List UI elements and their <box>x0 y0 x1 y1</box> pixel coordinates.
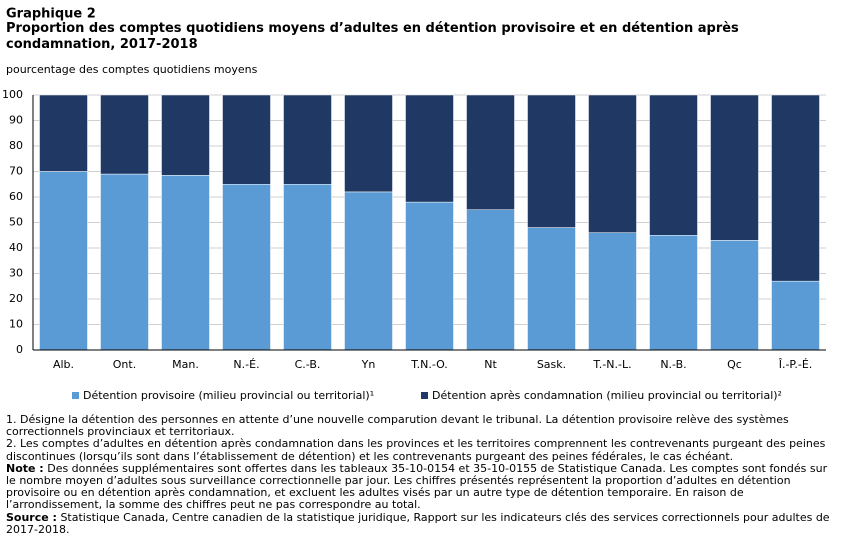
x-tick-label: N.-B. <box>660 358 686 371</box>
y-tick-label: 50 <box>9 216 23 229</box>
bar-segment <box>466 209 515 351</box>
bar-segment <box>161 175 210 351</box>
y-tick-label: 0 <box>16 343 23 356</box>
bar-segment <box>405 201 454 351</box>
bar-segment <box>39 94 88 172</box>
x-tick-label: Yn <box>361 358 376 371</box>
chart-label: Graphique 2 <box>6 7 96 22</box>
x-tick-label: Man. <box>172 358 199 371</box>
x-tick-label: Sask. <box>537 358 566 371</box>
y-tick-label: 70 <box>9 165 23 178</box>
y-tick-label: 90 <box>9 114 23 127</box>
legend-swatch <box>72 392 79 399</box>
x-tick-label: T.N.-O. <box>410 358 448 371</box>
bar-segment <box>161 94 210 176</box>
title-box: Proportion des comptes quotidiens moyens… <box>6 21 739 52</box>
y-tick-label: 80 <box>9 139 23 152</box>
bar-segment <box>588 94 637 233</box>
bar-segment <box>649 94 698 236</box>
x-tick-label: Nt <box>484 358 497 371</box>
y-tick-label: 30 <box>9 267 23 280</box>
legend-label: Détention après condamnation (milieu pro… <box>432 389 782 402</box>
y-tick-label: 60 <box>9 190 23 203</box>
bar-segment <box>222 94 271 185</box>
x-tick-label: C.-B. <box>295 358 321 371</box>
y-tick-label: 20 <box>9 292 23 305</box>
bar-segment <box>405 94 454 203</box>
y-tick-label: 10 <box>9 318 23 331</box>
legend-label: Détention provisoire (milieu provincial … <box>83 389 374 402</box>
footnote: 2. Les comptes d’adultes en détention ap… <box>6 437 826 463</box>
x-tick-label: Î.-P.-É. <box>778 358 813 371</box>
bar-segment <box>344 191 393 351</box>
bar-segment <box>527 94 576 228</box>
y-tick-label: 100 <box>2 88 23 101</box>
bar-segment <box>527 227 576 351</box>
bar-segment <box>283 184 332 351</box>
note-label: Note : <box>6 461 44 475</box>
bar-segment <box>222 184 271 351</box>
y-tick-label: 40 <box>9 241 23 254</box>
y-axis-label: pourcentage des comptes quotidiens moyen… <box>6 63 258 76</box>
chart: Graphique 2 Proportion des comptes quoti… <box>2 7 826 402</box>
x-tick-label: Qc <box>727 358 742 371</box>
bar-segment <box>39 171 88 351</box>
source-label: Source : <box>6 510 57 524</box>
note: Note : Des données supplémentaires sont … <box>6 461 836 512</box>
x-tick-label: Alb. <box>53 358 74 371</box>
x-tick-label: Ont. <box>113 358 136 371</box>
bar-segment <box>283 94 332 185</box>
bar-segment <box>771 94 820 282</box>
x-tick-label: N.-É. <box>233 358 259 371</box>
note-text: Des données supplémentaires sont offerte… <box>6 461 828 512</box>
bar-segment <box>710 240 759 351</box>
bar-segment <box>344 94 393 193</box>
bar-segment <box>588 232 637 351</box>
bar-segment <box>771 280 820 351</box>
bar-segment <box>100 173 149 351</box>
bar-segment <box>466 94 515 210</box>
source-text: Statistique Canada, Centre canadien de l… <box>6 510 830 536</box>
footnote: 1. Désigne la détention des personnes en… <box>6 413 789 439</box>
bar-segment <box>100 94 149 175</box>
chart-title: Proportion des comptes quotidiens moyens… <box>6 21 739 52</box>
bar-segment <box>649 235 698 351</box>
bar-segment <box>710 94 759 241</box>
legend-swatch <box>421 392 428 399</box>
footnotes: 1. Désigne la détention des personnes en… <box>6 413 836 536</box>
source: Source : Statistique Canada, Centre cana… <box>6 510 836 536</box>
x-tick-label: T.-N.-L. <box>592 358 631 371</box>
